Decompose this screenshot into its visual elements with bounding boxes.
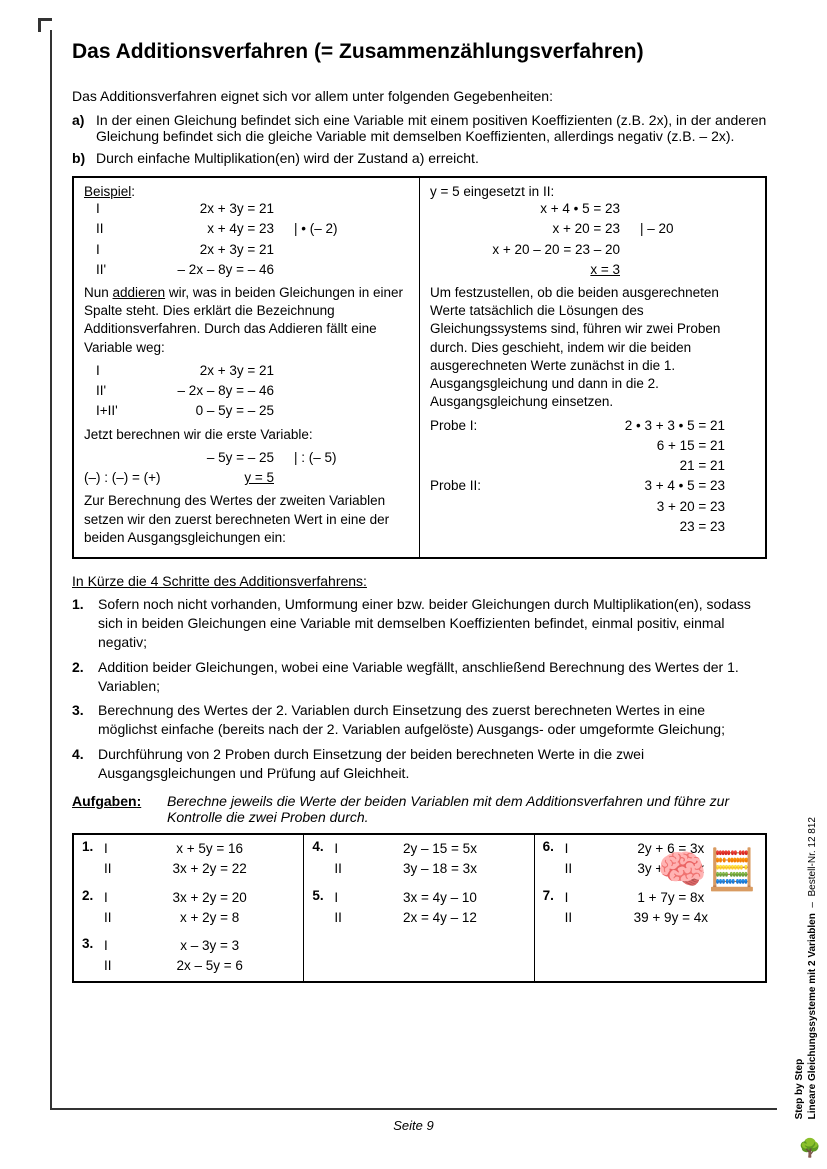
right-heading: y = 5 eingesetzt in II: [430, 184, 755, 199]
point-a-text: In der einen Gleichung befindet sich ein… [96, 112, 767, 144]
eq-row: IIx + 4y = 23| • (– 2) [84, 219, 409, 239]
point-a: a) In der einen Gleichung befindet sich … [72, 112, 767, 144]
steps-heading: In Kürze die 4 Schritte des Additionsver… [72, 573, 767, 589]
aufgaben-block: Aufgaben: Berechne jeweils die Werte der… [72, 793, 767, 825]
right-para: Um festzustellen, ob die beiden ausgerec… [430, 284, 755, 412]
exercise-cell [304, 932, 534, 981]
page-number: Seite 9 [50, 1118, 777, 1133]
example-left-column: Beispiel: I2x + 3y = 21IIx + 4y = 23| • … [74, 178, 420, 557]
eq-row: x + 20 = 23| – 20 [430, 219, 755, 239]
probe-row: Probe I:2 • 3 + 3 • 5 = 21 [430, 416, 755, 436]
eq-row: I2x + 3y = 21 [84, 240, 409, 260]
publisher-logo-icon: 🌳 [799, 1138, 821, 1159]
eq-row: x + 4 • 5 = 23 [430, 199, 755, 219]
exercise-cell: 5.I3x = 4y – 10II2x = 4y – 12 [304, 884, 534, 933]
step-item: 4.Durchführung von 2 Proben durch Einset… [72, 745, 767, 783]
example-para-3: Zur Berechnung des Wertes der zweiten Va… [84, 492, 409, 547]
probe-row: 6 + 15 = 21 [430, 436, 755, 456]
probe-row: 21 = 21 [430, 456, 755, 476]
point-b: b) Durch einfache Multiplikation(en) wir… [72, 150, 767, 166]
eq-row: (–) : (–) = (+) y = 5 [84, 468, 409, 488]
example-para-2: Jetzt berechnen wir die erste Variable: [84, 426, 409, 444]
example-para-1: Nun addieren wir, was in beiden Gleichun… [84, 284, 409, 357]
sidebar-imprint: Step by Step Lineare Gleichungssysteme m… [793, 817, 819, 1119]
point-b-label: b) [72, 150, 96, 166]
point-b-text: Durch einfache Multiplikation(en) wird d… [96, 150, 767, 166]
point-a-label: a) [72, 112, 96, 144]
eq-row: x + 20 – 20 = 23 – 20 [430, 240, 755, 260]
eq-row: I2x + 3y = 21 [84, 199, 409, 219]
probe-row: Probe II:3 + 4 • 5 = 23 [430, 476, 755, 496]
eq-row: x = 3 [430, 260, 755, 280]
probe-row: 23 = 23 [430, 517, 755, 537]
page-frame: Das Additionsverfahren (= Zusammenzählun… [50, 30, 777, 1110]
eq-row: – 5y = – 25| : (– 5) [84, 448, 409, 468]
page-title: Das Additionsverfahren (= Zusammenzählun… [72, 40, 767, 64]
eq-row: II'– 2x – 8y = – 46 [84, 381, 409, 401]
example-heading: Beispiel: [84, 184, 409, 199]
example-box: Beispiel: I2x + 3y = 21IIx + 4y = 23| • … [72, 176, 767, 559]
step-item: 3.Berechnung des Wertes der 2. Variablen… [72, 701, 767, 739]
exercise-cell [535, 932, 765, 981]
exercise-cell: 3.Ix – 3y = 3II2x – 5y = 6 [74, 932, 304, 981]
eq-row: I+II'0 – 5y = – 25 [84, 401, 409, 421]
exercise-cell: 1.Ix + 5y = 16II3x + 2y = 22 [74, 835, 304, 884]
aufgaben-label: Aufgaben: [72, 793, 167, 825]
exercise-cell: 4.I2y – 15 = 5xII3y – 18 = 3x [304, 835, 534, 884]
exercise-cell: 2.I3x + 2y = 20IIx + 2y = 8 [74, 884, 304, 933]
intro-text: Das Additionsverfahren eignet sich vor a… [72, 88, 767, 104]
brain-calculator-icon: 🧠🧮 [657, 846, 757, 893]
eq-row: II'– 2x – 8y = – 46 [84, 260, 409, 280]
probe-row: 3 + 20 = 23 [430, 497, 755, 517]
eq-row: I2x + 3y = 21 [84, 361, 409, 381]
step-item: 2.Addition beider Gleichungen, wobei ein… [72, 658, 767, 696]
example-right-column: y = 5 eingesetzt in II: x + 4 • 5 = 23x … [420, 178, 765, 557]
step-item: 1.Sofern noch nicht vorhanden, Umformung… [72, 595, 767, 652]
aufgaben-text: Berechne jeweils die Werte der beiden Va… [167, 793, 767, 825]
